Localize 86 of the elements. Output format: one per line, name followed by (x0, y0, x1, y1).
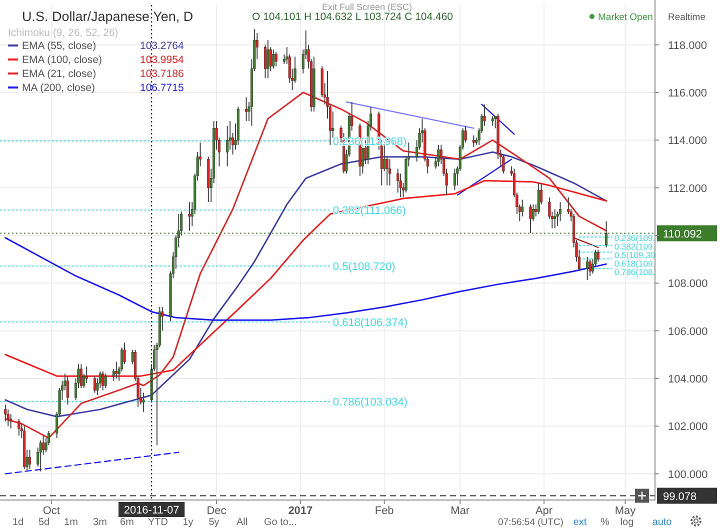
candlestick (226, 125, 229, 167)
candlestick (554, 208, 556, 229)
candlestick (586, 256, 589, 281)
annotation: 103.2764 (140, 40, 184, 52)
legend-label: EMA (21, close) (22, 68, 96, 80)
legend-label: EMA (55, close) (22, 40, 96, 52)
text: 3m (93, 517, 107, 528)
x-tick-label: Apr (535, 505, 553, 517)
annotation: 0.236(109. (614, 233, 656, 244)
ref-line-label: 99.078 (663, 490, 697, 503)
y-tick-label: 100.000 (668, 468, 708, 481)
text: ext (573, 517, 587, 528)
text: YTD (148, 517, 168, 528)
legend-label: EMA (100, close) (22, 54, 102, 66)
candlestick (28, 449, 32, 470)
annotation: 0.5(108.720) (332, 260, 396, 273)
candlestick (388, 158, 391, 186)
candlestick (39, 440, 42, 472)
text: 5y (208, 517, 220, 528)
candlestick (529, 204, 532, 234)
candlestick (396, 168, 400, 194)
annotation: 106.7715 (140, 82, 184, 94)
text: O 104.101 H 104.632 L 103.724 C 104.460 (252, 11, 454, 23)
candlestick (188, 202, 191, 232)
y-tick-label: 112.000 (668, 182, 707, 195)
annotation: 0.618(106.374) (332, 316, 408, 329)
ref-line-label: 2016-11-07 (124, 504, 180, 516)
annotation: Market Open (598, 12, 653, 23)
y-tick-label: 118.000 (668, 40, 707, 52)
candlestick (437, 144, 440, 167)
y-tick-label: 116.000 (668, 87, 707, 100)
candlestick (142, 392, 145, 412)
chart-title: U.S. Dollar/Japanese Yen, D (22, 9, 194, 24)
candlestick (537, 182, 540, 215)
annotation: Ichimoku (9, 26, 52, 26) (8, 27, 118, 39)
candlestick (80, 364, 82, 388)
candlestick (18, 418, 20, 436)
text: 5d (38, 517, 50, 528)
candlestick (264, 44, 266, 79)
text: log (620, 517, 634, 528)
x-tick-label: May (614, 505, 636, 517)
x-tick-label: Feb (374, 505, 394, 517)
text: 6m (120, 517, 134, 528)
ref-line-label: 110.092 (663, 228, 702, 240)
y-tick-label: 108.000 (668, 278, 708, 290)
annotation: 0.618(109. (614, 258, 656, 269)
candlestick (559, 202, 562, 222)
candlestick (521, 199, 524, 217)
annotation: 0.5(109.30 (614, 250, 656, 260)
text: All (236, 517, 248, 528)
y-tick-label: 102.000 (668, 421, 708, 434)
annotation: 103.9954 (140, 54, 184, 66)
text: Go to... (264, 517, 297, 528)
y-tick-label: 114.000 (668, 135, 707, 148)
candlestick (491, 116, 494, 126)
candlestick (102, 370, 104, 391)
text: Realtime (668, 12, 706, 23)
x-tick-label: Oct (42, 505, 60, 517)
text: 1d (12, 517, 24, 528)
text: 07:56:54 (UTC) (498, 517, 564, 528)
annotation: 103.7186 (140, 68, 184, 80)
x-tick-label: Mar (450, 505, 470, 517)
annotation: 0.786(103.034) (332, 396, 408, 408)
candlestick (266, 40, 270, 79)
y-tick-label: 104.000 (668, 373, 708, 386)
candlestick (502, 154, 505, 174)
candlestick (245, 96, 248, 122)
text: 1m (64, 517, 78, 528)
candlestick (272, 49, 275, 70)
candlestick (453, 168, 456, 191)
candlestick (472, 134, 475, 148)
text: 1y (182, 517, 194, 528)
candlestick (274, 51, 278, 67)
legend-label: MA (200, close) (22, 82, 95, 94)
text: auto (652, 517, 672, 528)
candlestick (104, 373, 107, 388)
text: % (600, 517, 610, 528)
candlestick (596, 249, 600, 262)
annotation: Exit Full Screen (ESC) (322, 2, 412, 12)
annotation: 0.786(108. (614, 267, 656, 278)
candlestick (588, 258, 592, 276)
annotation: 0.382(109. (614, 242, 656, 252)
x-tick-label: Dec (206, 505, 227, 517)
x-tick-label: 2017 (288, 505, 313, 517)
candlestick (10, 414, 12, 430)
y-tick-label: 106.000 (668, 326, 708, 338)
